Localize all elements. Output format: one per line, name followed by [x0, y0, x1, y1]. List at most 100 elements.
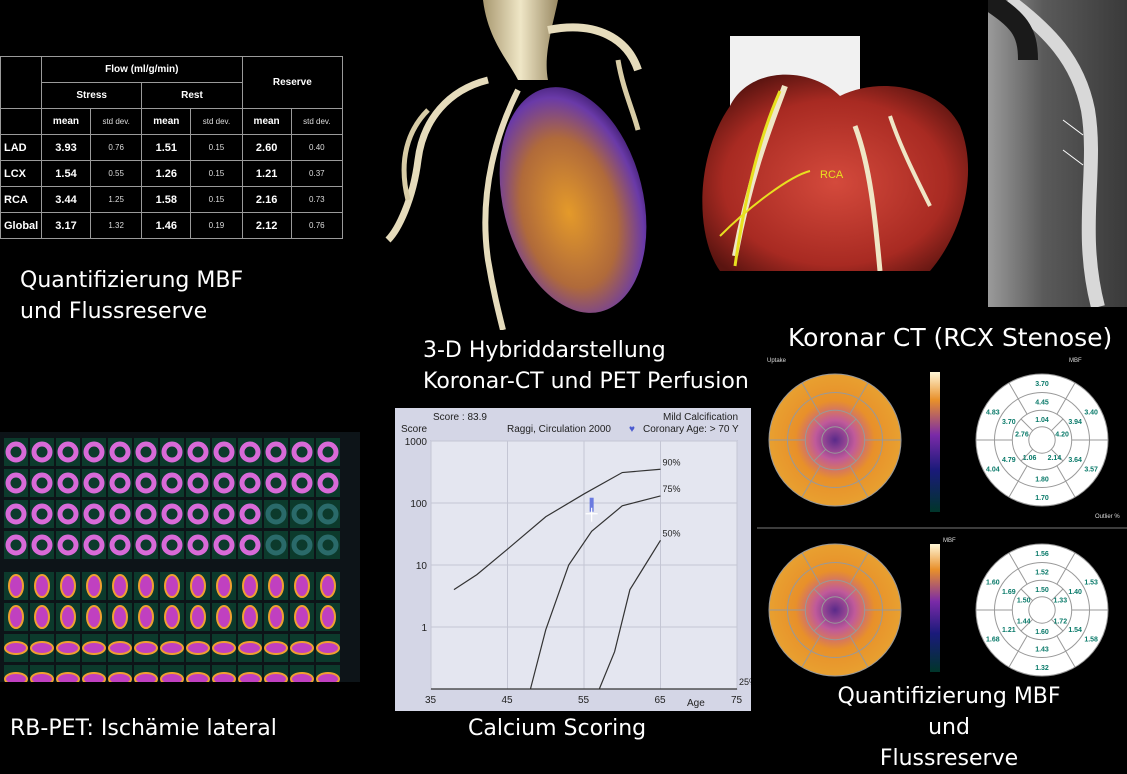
pet-slice [134, 672, 158, 686]
pet-slice [216, 574, 232, 598]
pet-slice [5, 534, 27, 556]
pet-slice [4, 641, 28, 655]
polar-spoke [1050, 418, 1064, 432]
polar-spoke [843, 618, 857, 632]
outlier-label: Outlier % [1095, 514, 1120, 520]
polar-ring [821, 596, 849, 624]
pet-slice [213, 441, 235, 463]
polar-spoke [849, 382, 869, 415]
pet-slice [242, 574, 258, 598]
polar-spoke [849, 465, 869, 498]
polar-segment-value: 4.83 [986, 410, 1000, 417]
x-tick-label: 35 [425, 695, 437, 706]
caption-mbf: Quantifizierung MBF und Flussreserve [20, 265, 243, 327]
calcification-label: Mild Calcification [663, 412, 738, 423]
polar-spoke [1050, 588, 1064, 602]
pet-slice [265, 441, 287, 463]
hybrid-heart-render [368, 0, 678, 330]
polar-segment-value: 3.40 [1084, 410, 1098, 417]
pet-slice [187, 441, 209, 463]
pet-slice [187, 503, 209, 525]
rest-header: Rest [141, 82, 243, 109]
pet-slice [160, 641, 184, 655]
pet-slice [82, 672, 106, 686]
caption-mbf2-line2: Flussreserve [879, 746, 1019, 771]
series-line [453, 468, 661, 591]
pet-slice [86, 605, 102, 629]
coronary-age-label: Coronary Age: > 70 Y [643, 424, 739, 435]
pet-slice [213, 534, 235, 556]
pet-slice [164, 605, 180, 629]
pet-slice [57, 441, 79, 463]
flow-header: Flow (ml/g/min) [41, 56, 243, 83]
x-axis-label: Age [687, 698, 705, 709]
pet-slice [265, 472, 287, 494]
polar-spoke [1008, 382, 1028, 415]
pet-slice [57, 472, 79, 494]
table-row: RCA 3.44 1.25 1.58 0.15 2.16 0.73 [0, 186, 344, 213]
polar-segment-value: 1.80 [1035, 476, 1049, 483]
pet-slice [264, 641, 288, 655]
pet-slice [290, 641, 314, 655]
pet-slice [108, 641, 132, 655]
stress-std-head: std dev. [89, 108, 143, 135]
reserve-std: 0.40 [290, 134, 344, 161]
polar-segment-value: 1.52 [1035, 570, 1049, 577]
polar-layer: 3.70 3.40 3.57 1.70 4.04 4.83 4.45 3.94 3.64 1.80… [768, 373, 1109, 677]
chart-title: Raggi, Circulation 2000 [507, 424, 611, 435]
stress-mean: 3.17 [41, 212, 91, 239]
pet-slice [316, 672, 340, 686]
caption-hybrid-line1: 3-D Hybriddarstellung [423, 338, 666, 363]
polar-segment-value: 1.60 [986, 580, 1000, 587]
pet-slice [238, 672, 262, 686]
pet-slice [109, 441, 131, 463]
pet-slice [31, 534, 53, 556]
polar-spoke [813, 448, 827, 462]
rest-mean-head: mean [141, 108, 192, 135]
polar-spoke [849, 635, 869, 668]
polar-segment-value: 1.69 [1002, 589, 1016, 596]
polar-ring [821, 426, 849, 454]
pet-slice [57, 503, 79, 525]
polar-segment-value: 1.40 [1068, 589, 1082, 596]
pet-slice [135, 441, 157, 463]
pet-slice [161, 534, 183, 556]
pet-slice [317, 472, 339, 494]
pet-slice [135, 472, 157, 494]
pet-slice [320, 605, 336, 629]
pet-slice [290, 672, 314, 686]
y-tick-label: 10 [416, 561, 428, 572]
stress-std: 1.25 [89, 186, 143, 213]
row-label: LAD [0, 134, 42, 161]
polar-segment-value: 1.53 [1084, 580, 1098, 587]
top-left-map-label: Uptake [767, 358, 787, 364]
polar-segment-value: 1.54 [1068, 627, 1082, 634]
reserve-header: Reserve [241, 56, 344, 109]
pet-slice [31, 503, 53, 525]
polar-segment-value: 1.04 [1035, 417, 1049, 424]
pet-slice [108, 672, 132, 686]
pet-slice [83, 441, 105, 463]
pet-slice [161, 503, 183, 525]
pet-slice [186, 672, 210, 686]
pet-slice [83, 503, 105, 525]
pet-slice [135, 534, 157, 556]
rest-std: 0.15 [190, 186, 243, 213]
caption-mbf2: Quantifizierung MBF und Flussreserve [816, 681, 1082, 774]
rbpet-tiles [4, 438, 340, 693]
polar-spoke [1020, 448, 1034, 462]
pet-slice [135, 503, 157, 525]
polar-segment-value: 4.79 [1002, 457, 1016, 464]
polar-spoke [1008, 552, 1028, 585]
polar-spoke [1050, 448, 1064, 462]
row-label: LCX [0, 160, 42, 187]
polar-segment-value: 1.21 [1002, 627, 1016, 634]
pet-slice [160, 672, 184, 686]
polar-spoke [849, 552, 869, 585]
pet-slice [5, 441, 27, 463]
stress-std: 0.55 [89, 160, 143, 187]
pet-slice [161, 441, 183, 463]
polar-segment-value: 2.14 [1048, 455, 1062, 462]
table-corner [0, 56, 42, 109]
pet-slice [317, 503, 339, 525]
